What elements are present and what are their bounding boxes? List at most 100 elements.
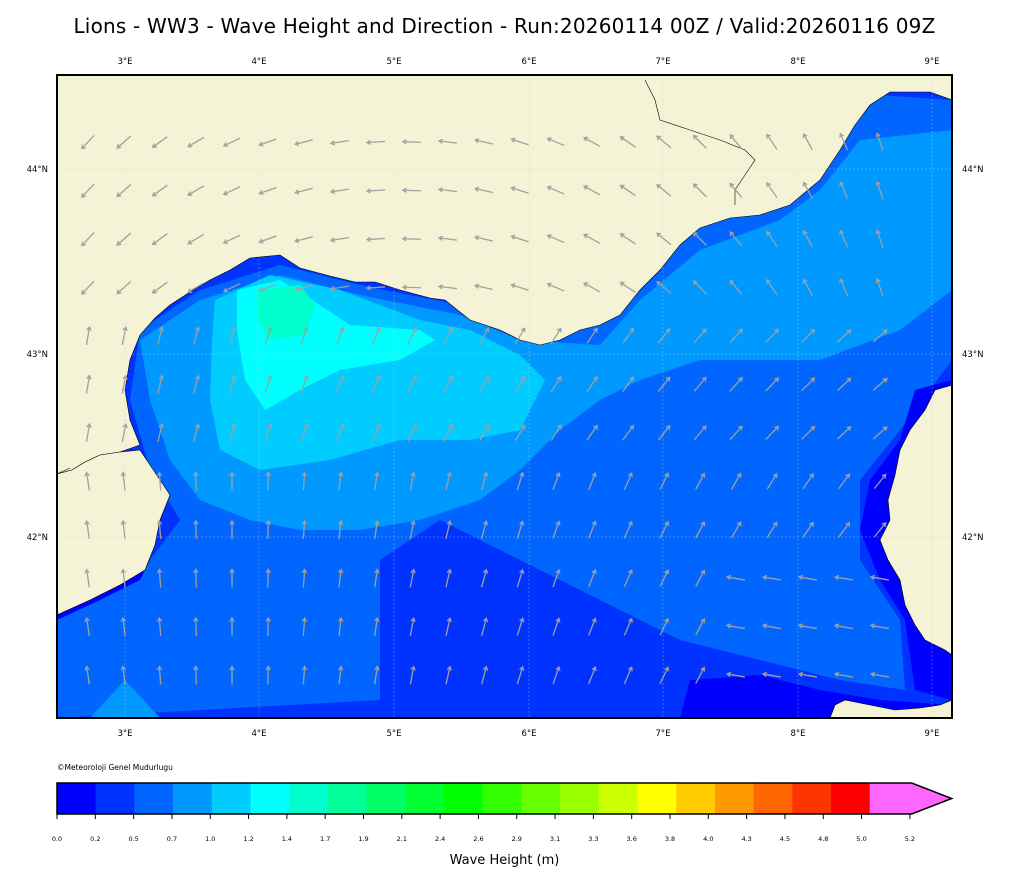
direction-arrow <box>295 187 313 194</box>
direction-arrow <box>481 472 487 491</box>
direction-arrow <box>158 472 162 491</box>
direction-arrowhead <box>510 186 516 192</box>
direction-arrowhead <box>875 277 881 283</box>
direction-arrowhead <box>729 279 735 285</box>
direction-arrowhead <box>725 574 732 581</box>
direction-arrowhead <box>700 472 706 478</box>
direction-arrow <box>267 472 269 491</box>
direction-arrowhead <box>222 239 228 244</box>
direction-arrowhead <box>520 375 526 381</box>
direction-arrowhead <box>665 376 671 382</box>
direction-arrow <box>371 424 381 442</box>
direction-arrowhead <box>772 472 778 478</box>
direction-arrowhead <box>81 290 86 295</box>
direction-arrowhead <box>664 520 670 526</box>
direction-arrowhead <box>375 423 381 429</box>
lon-tick: 5°E <box>386 57 401 67</box>
direction-arrow <box>122 617 126 637</box>
direction-arrow <box>765 426 779 440</box>
direction-arrowhead <box>664 617 670 623</box>
direction-arrowhead <box>267 423 273 429</box>
direction-arrow <box>445 569 451 588</box>
direction-arrow <box>336 424 344 442</box>
direction-arrowhead <box>482 617 489 623</box>
direction-arrow <box>835 624 853 630</box>
direction-arrow <box>366 286 386 289</box>
direction-arrow <box>371 327 381 345</box>
direction-arrow <box>876 278 884 297</box>
colorbar-cell <box>482 783 522 814</box>
direction-arrowhead <box>797 671 804 678</box>
direction-arrow <box>693 232 707 246</box>
direction-arrow <box>193 375 199 394</box>
direction-arrow <box>267 666 269 685</box>
direction-arrowhead <box>329 237 336 243</box>
direction-arrowhead <box>869 574 876 581</box>
direction-arrow <box>552 569 560 588</box>
direction-arrowhead <box>365 285 371 291</box>
direction-arrowhead <box>881 473 887 479</box>
direction-arrowhead <box>737 328 743 334</box>
direction-arrowhead <box>337 519 344 525</box>
direction-arrowhead <box>258 189 264 196</box>
direction-arrow <box>516 569 524 588</box>
direction-arrowhead <box>151 143 157 149</box>
direction-arrow <box>267 617 269 637</box>
map-title: Lions - WW3 - Wave Height and Direction … <box>73 14 936 38</box>
colorbar-label: 1.4 <box>282 835 292 843</box>
direction-arrow <box>516 521 524 539</box>
direction-arrow <box>514 327 526 345</box>
direction-arrow <box>727 624 745 630</box>
direction-arrowhead <box>474 283 480 289</box>
direction-arrowhead <box>375 326 381 332</box>
direction-arrowhead <box>437 284 443 290</box>
direction-arrow <box>438 237 458 241</box>
colorbar-label: 0.2 <box>90 835 100 843</box>
direction-arrow <box>158 666 162 685</box>
direction-arrow <box>152 184 168 197</box>
direction-arrowhead <box>401 284 407 291</box>
direction-arrowhead <box>267 374 273 380</box>
direction-arrow <box>85 666 91 685</box>
direction-arrowhead <box>833 671 840 678</box>
direction-arrowhead <box>193 665 199 671</box>
lon-tick: 4°E <box>251 729 266 739</box>
colorbar-label: 3.3 <box>588 835 598 843</box>
direction-arrowhead <box>81 144 86 150</box>
lat-ticks-right: 44°N 43°N 42°N <box>962 165 983 543</box>
direction-arrow <box>552 521 560 539</box>
direction-arrow <box>839 181 849 200</box>
direction-arrow <box>481 569 487 588</box>
direction-arrowhead <box>700 617 706 624</box>
direction-arrowhead <box>122 374 128 380</box>
direction-arrowhead <box>664 666 670 672</box>
direction-arrowhead <box>84 665 90 671</box>
direction-arrow <box>802 473 814 490</box>
direction-arrow <box>876 133 884 151</box>
direction-arrowhead <box>519 520 525 526</box>
lon-tick: 3°E <box>117 57 132 67</box>
direction-arrow <box>622 425 634 441</box>
direction-arrow <box>116 281 132 294</box>
colorbar-cell <box>250 783 290 814</box>
direction-arrow <box>409 618 415 636</box>
direction-arrowhead <box>156 665 163 671</box>
direction-arrow <box>799 624 817 630</box>
direction-arrowhead <box>329 140 336 146</box>
direction-arrowhead <box>437 138 443 144</box>
direction-arrow <box>85 424 91 442</box>
direction-arrowhead <box>156 471 163 477</box>
colorbar-cell <box>405 783 445 814</box>
wave-band-1.4 <box>258 285 315 340</box>
lat-tick: 44°N <box>962 165 983 175</box>
direction-arrowhead <box>593 327 598 333</box>
direction-arrow <box>588 666 596 685</box>
direction-arrow <box>85 327 91 345</box>
direction-arrow <box>259 283 277 292</box>
direction-arrowhead <box>701 425 707 431</box>
direction-arrow <box>766 279 778 296</box>
direction-arrowhead <box>556 327 562 333</box>
direction-arrowhead <box>556 424 562 430</box>
direction-arrowhead <box>519 617 525 623</box>
direction-arrowhead <box>265 471 271 477</box>
